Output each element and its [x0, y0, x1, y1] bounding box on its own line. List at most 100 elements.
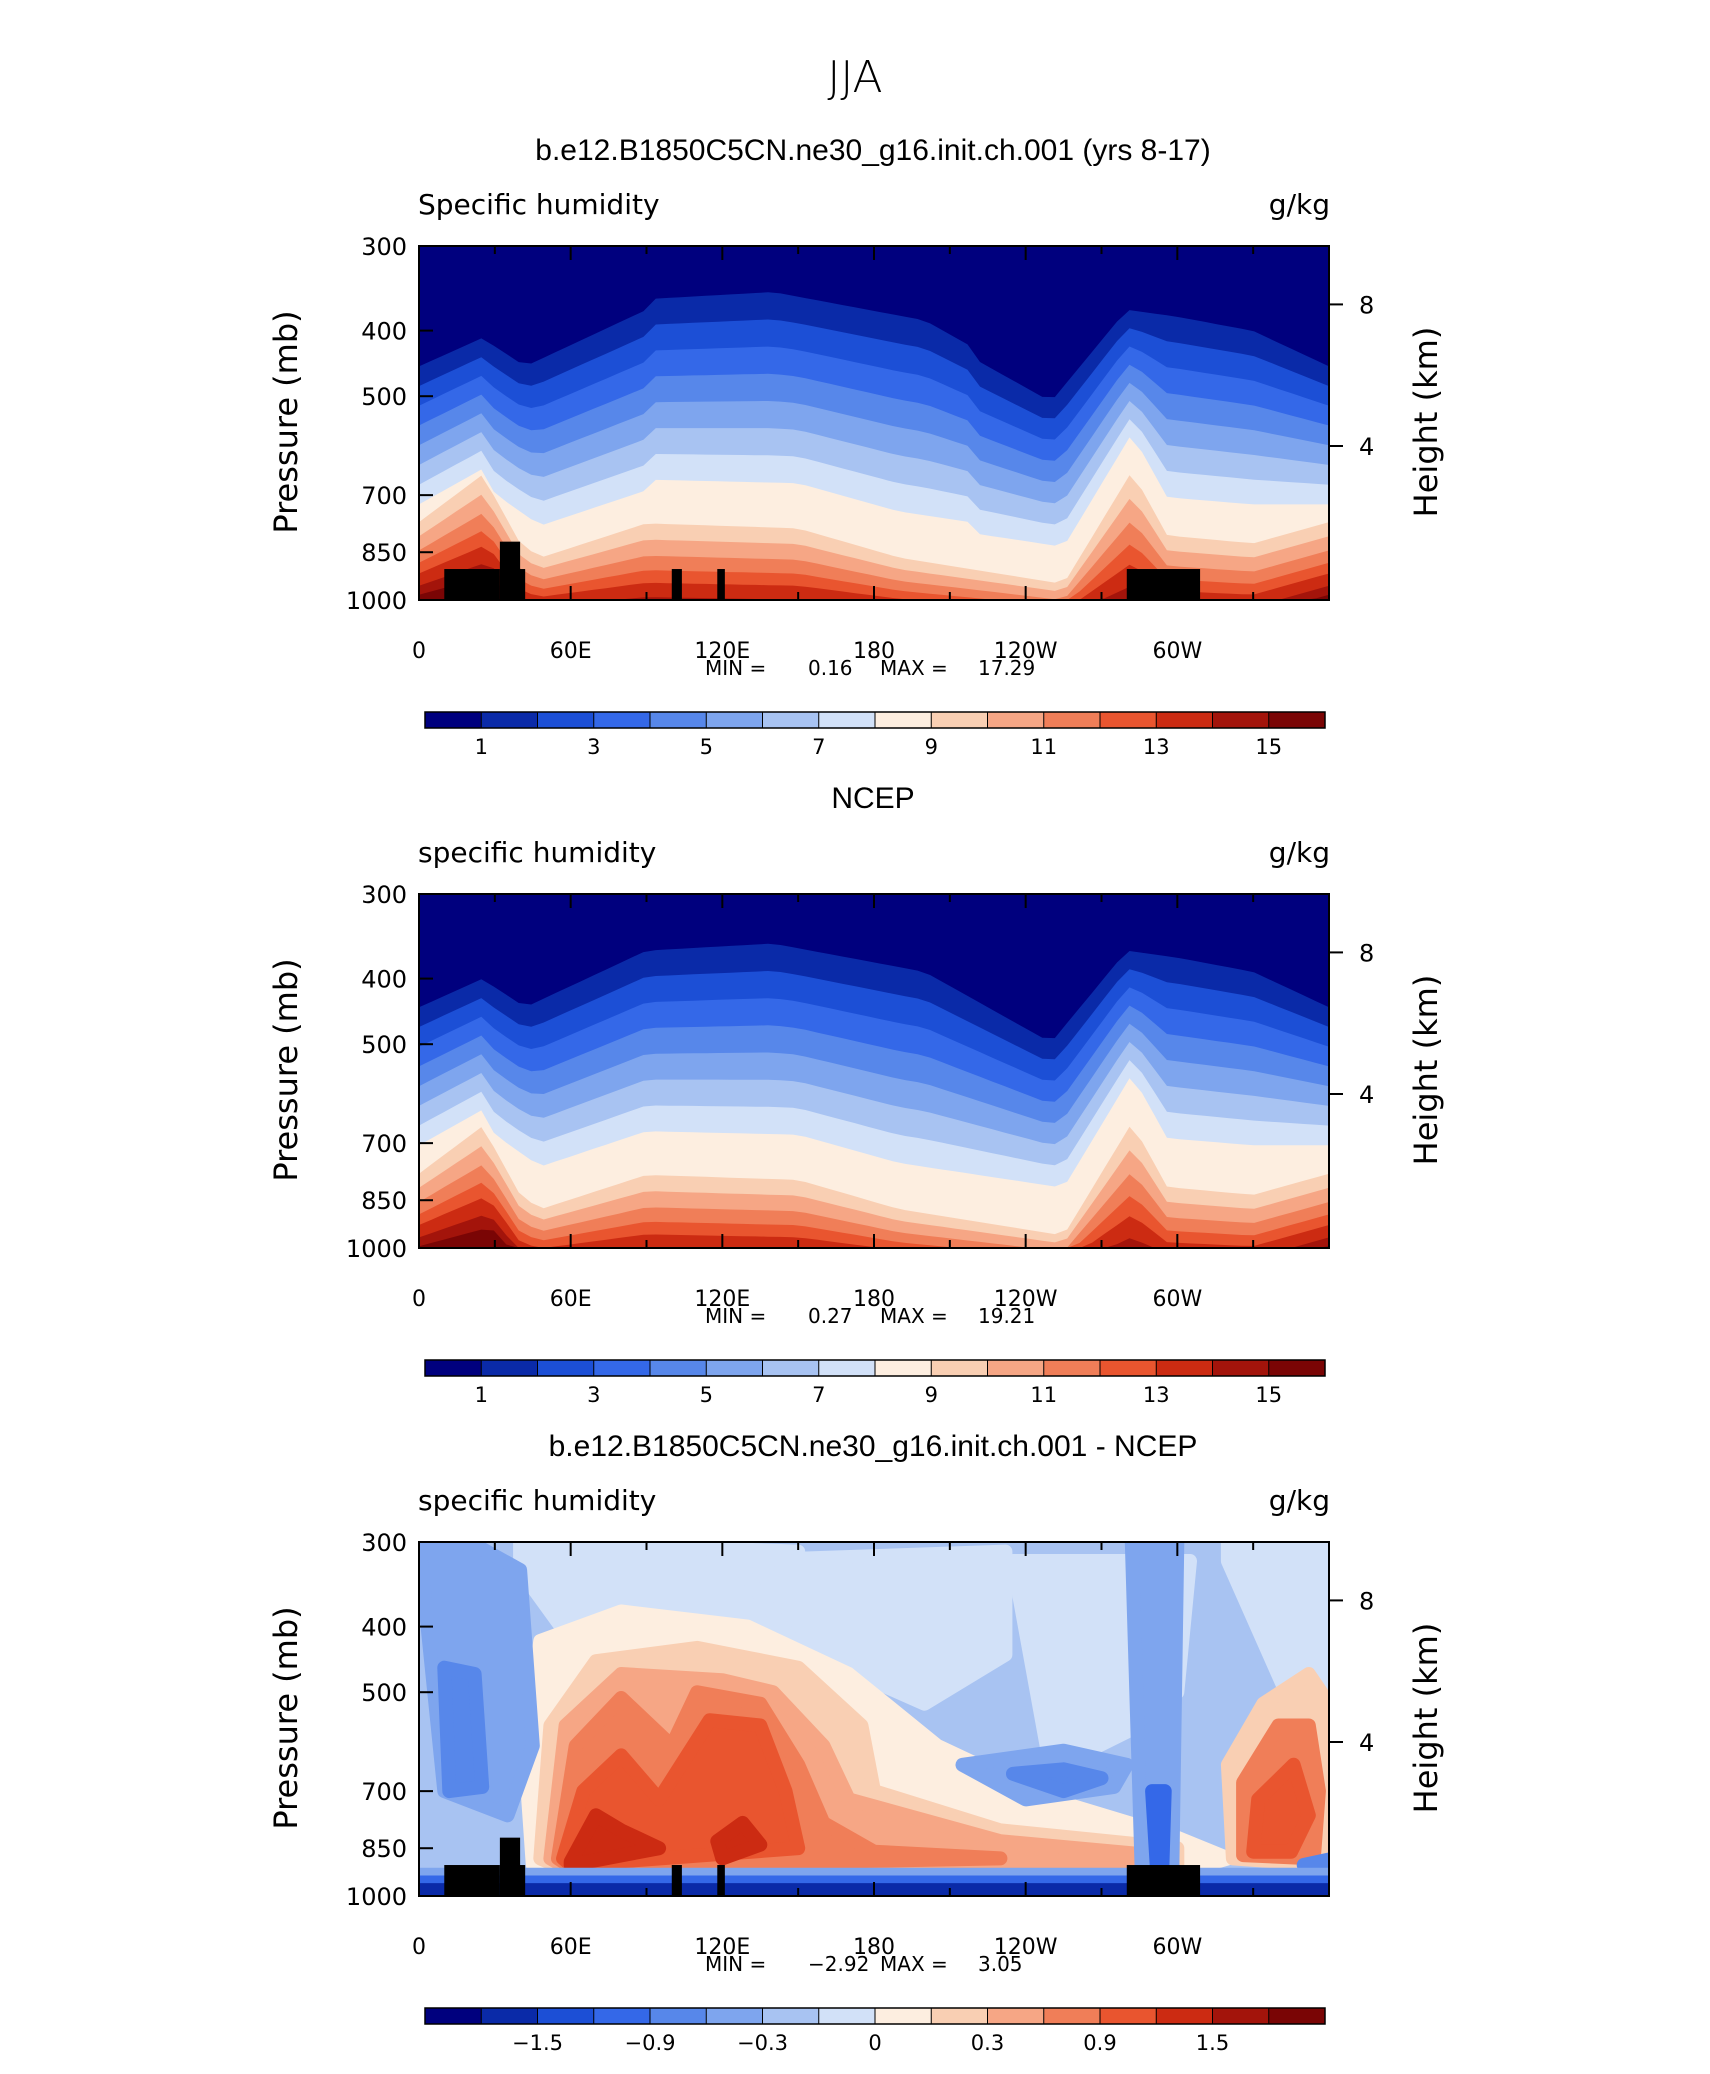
variable-label: Specific humidity [418, 188, 660, 221]
colorbar-segment [1043, 2008, 1101, 2024]
colorbar-segment [537, 712, 595, 728]
colorbar-label: 9 [925, 735, 938, 759]
y-tick-label: 300 [361, 1529, 407, 1557]
colorbar-segment [931, 2008, 988, 2024]
y2-tick-label: 4 [1359, 1081, 1374, 1109]
colorbar-label: −0.9 [625, 2031, 676, 2055]
topography-mask [717, 569, 725, 600]
topography-mask [671, 1865, 682, 1896]
colorbar-segment [481, 2008, 538, 2024]
stats-min-label: MIN = [705, 1304, 766, 1328]
colorbar-segment [425, 1360, 482, 1376]
page-title: JJA [827, 52, 882, 103]
colorbar-segment [762, 712, 820, 728]
colorbar-segment [650, 2008, 707, 2024]
stats-max: 3.05 [978, 1952, 1023, 1976]
stats-min-label: MIN = [705, 1952, 766, 1976]
colorbar-segment [650, 1360, 707, 1376]
colorbar-segment [1100, 712, 1157, 728]
colorbar-segment [762, 2008, 820, 2024]
colorbar-segment [1156, 712, 1213, 728]
y-axis-title: Pressure (mb) [267, 1606, 305, 1829]
colorbar-segment [481, 1360, 538, 1376]
stats-max: 17.29 [978, 656, 1035, 680]
variable-label: specific humidity [418, 836, 656, 869]
topography-mask [1126, 1865, 1201, 1896]
panel-title: NCEP [831, 782, 914, 815]
colorbar-segment [425, 2008, 482, 2024]
colorbar-segment [706, 1360, 763, 1376]
x-tick-label: 180 [853, 1935, 895, 1960]
y-tick-label: 400 [361, 318, 407, 346]
topography-mask [1126, 569, 1201, 600]
colorbar-segment [1100, 2008, 1157, 2024]
x-tick-label: 180 [853, 1287, 895, 1312]
stats-min: −2.92 [808, 1952, 869, 1976]
y-tick-label: 1000 [346, 1235, 407, 1263]
colorbar-label: 1 [475, 735, 488, 759]
stats-min: 0.16 [808, 656, 853, 680]
stats-max-label: MAX = [880, 656, 948, 680]
variable-label: specific humidity [418, 1484, 656, 1517]
colorbar-label: 11 [1030, 1383, 1057, 1407]
x-tick-label: 60W [1152, 1935, 1202, 1960]
colorbar-label: 13 [1143, 735, 1170, 759]
units-label: g/kg [1269, 1484, 1330, 1517]
y2-tick-label: 4 [1359, 433, 1374, 461]
colorbar-label: −0.3 [737, 2031, 788, 2055]
colorbar-segment [818, 2008, 876, 2024]
stats-min-label: MIN = [705, 656, 766, 680]
colorbar-segment [987, 1360, 1045, 1376]
contour-band [710, 1815, 768, 1866]
colorbar-label: 0.9 [1083, 2031, 1116, 2055]
colorbar-label: 3 [587, 735, 600, 759]
colorbar-label: 5 [700, 735, 713, 759]
colorbar-segment [931, 1360, 988, 1376]
contour-field [419, 894, 1329, 1248]
topography-mask [671, 569, 682, 600]
colorbar-label: 13 [1143, 1383, 1170, 1407]
contour-band [419, 894, 1329, 1039]
contour-band [1145, 1784, 1172, 1879]
y2-axis-title: Height (km) [1407, 1623, 1445, 1814]
y-tick-label: 700 [361, 482, 407, 510]
y-tick-label: 400 [361, 1614, 407, 1642]
colorbar-label: 9 [925, 1383, 938, 1407]
x-tick-label: 60W [1152, 639, 1202, 664]
colorbar-segment [987, 712, 1045, 728]
units-label: g/kg [1269, 188, 1330, 221]
x-tick-label: 0 [412, 639, 426, 664]
y2-tick-label: 4 [1359, 1729, 1374, 1757]
colorbar-segment [1268, 712, 1326, 728]
colorbar-segment [1212, 712, 1270, 728]
y-tick-label: 1000 [346, 587, 407, 615]
y-tick-label: 500 [361, 383, 407, 411]
y-axis-title: Pressure (mb) [267, 310, 305, 533]
colorbar-segment [1100, 1360, 1157, 1376]
colorbar-segment [481, 712, 538, 728]
contour-field [419, 246, 1329, 600]
y2-axis-title: Height (km) [1407, 327, 1445, 518]
colorbar-segment [818, 1360, 876, 1376]
topography-mask [717, 1865, 725, 1896]
stats-max-label: MAX = [880, 1304, 948, 1328]
colorbar-label: 0.3 [971, 2031, 1004, 2055]
y-tick-label: 850 [361, 1187, 407, 1215]
colorbar-segment [931, 712, 988, 728]
colorbar-label: 7 [812, 735, 825, 759]
contour-band [563, 1808, 667, 1872]
units-label: g/kg [1269, 836, 1330, 869]
colorbar-segment [593, 712, 651, 728]
x-tick-label: 60E [550, 1287, 592, 1312]
colorbar-label: 1.5 [1196, 2031, 1229, 2055]
y2-tick-label: 8 [1359, 939, 1374, 967]
y-tick-label: 300 [361, 233, 407, 261]
stats-min: 0.27 [808, 1304, 853, 1328]
colorbar-segment [593, 1360, 651, 1376]
colorbar-segment [1156, 1360, 1213, 1376]
x-tick-label: 60E [550, 639, 592, 664]
panel-model: b.e12.B1850C5CN.ne30_g16.init.ch.001 (yr… [267, 134, 1445, 759]
x-tick-label: 120E [694, 1935, 750, 1960]
y-tick-label: 1000 [346, 1883, 407, 1911]
